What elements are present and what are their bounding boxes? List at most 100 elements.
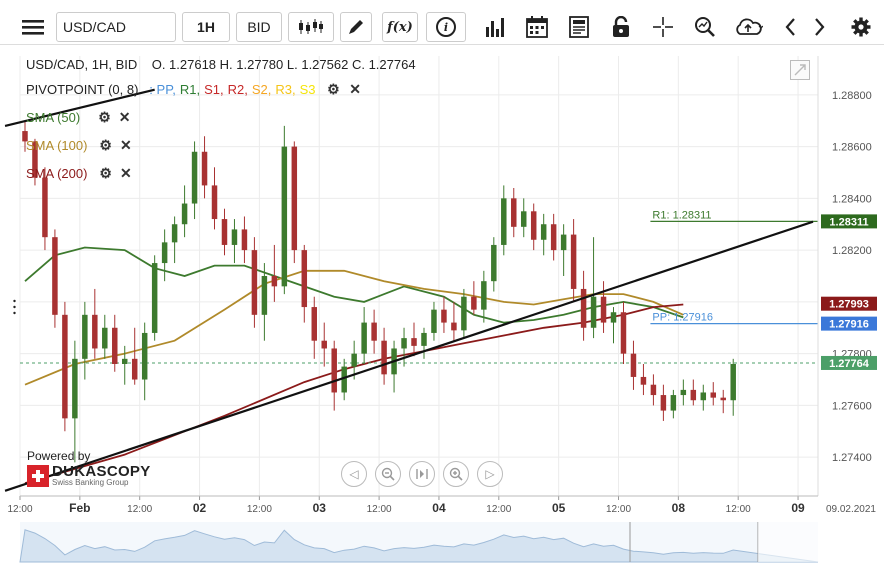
candle-body [191, 151, 198, 204]
pivot-settings-gear-icon[interactable]: ⚙ [327, 81, 340, 97]
price-chart[interactable]: R1: 1.28311 PP: 1.27916 1.27400 1.27600 1.2… [0, 50, 884, 568]
x-tick-label: 04 [432, 501, 446, 515]
x-end-date-label: 09.02.2021 [826, 504, 876, 515]
candle-body [550, 224, 557, 251]
candle-body [511, 198, 517, 227]
x-tick-label: 12:00 [606, 504, 631, 515]
candle-body [640, 376, 647, 385]
info-icon: i [436, 17, 456, 37]
timeframe-selector[interactable]: 1H [182, 12, 230, 42]
sma-settings-gear-icon[interactable]: ⚙ [99, 165, 112, 181]
draw-button[interactable] [340, 12, 372, 42]
scroll-right-button[interactable]: ▷ [477, 461, 503, 487]
candles [22, 120, 736, 463]
fx-label: f(x) [387, 19, 413, 35]
candle-body [590, 296, 597, 328]
pencil-icon [349, 20, 363, 34]
candle-body [630, 353, 637, 377]
candle-body [451, 322, 457, 331]
pivot-legend-item: PP, [156, 82, 176, 97]
sma-line [24, 303, 684, 484]
candle-body [301, 250, 308, 308]
instrument-selector[interactable]: USD/CAD [56, 12, 176, 42]
pivot-legend-item: S3 [299, 82, 316, 97]
candle-body [131, 358, 138, 380]
info-button[interactable]: i [426, 12, 466, 42]
volume-icon[interactable] [478, 10, 512, 44]
chart-type-button[interactable] [288, 12, 334, 42]
zoom-in-button[interactable] [443, 461, 469, 487]
trendlines[interactable] [4, 88, 814, 492]
reset-zoom-button[interactable] [409, 461, 435, 487]
gear-icon[interactable] [844, 10, 878, 44]
menu-icon[interactable] [16, 10, 50, 44]
side-selector[interactable]: BID [236, 12, 282, 42]
price-badge [821, 296, 877, 311]
zoom-out-button[interactable] [375, 461, 401, 487]
sma-close-icon[interactable]: ✕ [119, 165, 132, 181]
candle-body [421, 332, 427, 346]
candle-body [411, 338, 417, 346]
x-tick-label: 08 [672, 501, 686, 515]
lock-icon[interactable] [604, 10, 638, 44]
zoom-icon[interactable] [688, 10, 722, 44]
x-tick-label: 02 [193, 501, 207, 515]
news-icon[interactable] [562, 10, 596, 44]
resize-handle-icon[interactable] [13, 299, 16, 315]
price-badge-label: 1.28311 [829, 216, 868, 228]
sma-legend-label: SMA (200) [26, 166, 88, 181]
dukascopy-logo-icon [27, 464, 49, 487]
x-tick-label: 12:00 [247, 504, 272, 515]
sma-close-icon[interactable]: ✕ [119, 137, 132, 153]
price-badge [821, 214, 877, 229]
pivot-level-label: R1: 1.28311 [652, 209, 711, 221]
pivot-sep: : [149, 82, 153, 97]
price-badge-label: 1.27916 [829, 319, 869, 331]
candle-body [112, 327, 118, 364]
price-badge [821, 355, 877, 370]
candle-body [441, 309, 447, 323]
x-tick-label: 03 [313, 501, 327, 515]
pivot-close-icon[interactable]: ✕ [349, 81, 362, 97]
candle-body [211, 185, 218, 220]
x-tick-label: 12:00 [486, 504, 511, 515]
candle-body [610, 312, 617, 323]
scroll-left-button[interactable]: ◁ [341, 461, 367, 487]
crosshair-icon[interactable] [646, 10, 680, 44]
pivot-indicator-name: PIVOTPOINT (0, 8) [26, 82, 139, 97]
trendline [4, 220, 814, 492]
chevron-right-icon[interactable] [806, 10, 834, 44]
candle-body [92, 314, 98, 349]
candle-body [660, 395, 667, 411]
sma-settings-gear-icon[interactable]: ⚙ [99, 137, 112, 153]
sma-legend-row: SMA (100) ⚙ ✕ [26, 137, 132, 154]
navigator[interactable] [19, 522, 819, 563]
sma-close-icon[interactable]: ✕ [118, 109, 131, 125]
pivot-legend-item: R3, [275, 82, 296, 97]
indicators-button[interactable]: f(x) [382, 12, 418, 42]
candle-body [461, 296, 467, 331]
maximize-icon[interactable] [790, 60, 810, 80]
y-tick-label: 1.27600 [832, 400, 872, 412]
candle-body [141, 332, 148, 380]
candle-body [520, 211, 527, 227]
cloud-icon[interactable] [728, 10, 768, 44]
y-tick-label: 1.28200 [832, 245, 872, 257]
candle-body [431, 309, 437, 333]
chevron-left-icon[interactable] [776, 10, 804, 44]
candle-body [381, 340, 387, 375]
trendline [4, 88, 155, 127]
candle-body [690, 389, 697, 401]
dukascopy-tagline: Swiss Banking Group [52, 478, 129, 487]
candles-icon [299, 19, 323, 34]
pivot-legend: PIVOTPOINT (0, 8) : PP, R1, S1, R2, S2, R3, S3… [26, 81, 361, 98]
candle-body [311, 307, 318, 341]
candle-body [52, 237, 58, 315]
calendar-icon[interactable] [520, 10, 554, 44]
ohlc-open: O. 1.27618 [151, 57, 217, 72]
x-axis: 12:00 Feb 12:00 02 12:00 03 12:00 04 12:00 05 12:0… [7, 495, 876, 515]
sma-settings-gear-icon[interactable]: ⚙ [98, 109, 111, 125]
sma-legend-label: SMA (100) [26, 138, 88, 153]
candle-body [351, 353, 357, 367]
ohlc-header: USD/CAD, 1H, BID O. 1.27618 H. 1.27780 L… [26, 57, 416, 72]
